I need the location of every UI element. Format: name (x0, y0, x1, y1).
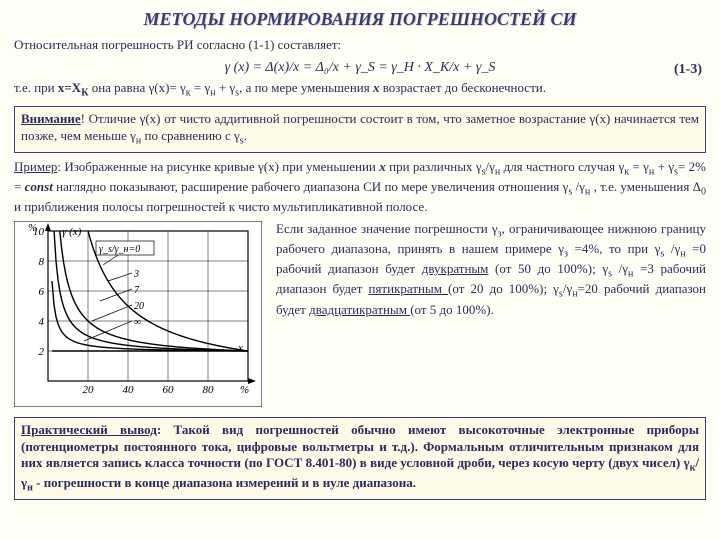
intro-text: Относительная погрешность РИ согласно (1… (14, 37, 706, 53)
svg-text:γ_s/γ_н=0: γ_s/γ_н=0 (99, 244, 140, 255)
gamma-chart: 20406080246810%γ (x)x%γ_s/γ_н=03720∞ (14, 221, 262, 407)
svg-text:3: 3 (133, 269, 139, 280)
chart-container: 20406080246810%γ (x)x%γ_s/γ_н=03720∞ (14, 221, 264, 411)
page-title: МЕТОДЫ НОРМИРОВАНИЯ ПОГРЕШНОСТЕЙ СИ (14, 8, 706, 31)
svg-text:%: % (28, 222, 37, 234)
svg-text:40: 40 (123, 384, 135, 396)
side-paragraph: Если заданное значение погрешности γз, о… (276, 221, 706, 411)
svg-text:x: x (237, 342, 243, 354)
svg-text:60: 60 (163, 384, 175, 396)
svg-text:6: 6 (39, 286, 45, 298)
after-formula: т.е. при x=XК она равна γ(x)= γк = γн + … (14, 80, 706, 100)
attention-callout: Внимание! Отличие γ(x) от чисто аддитивн… (14, 106, 706, 152)
svg-text:γ (x): γ (x) (62, 226, 82, 238)
formula: γ (x) = Δ(x)/x = Δ₀/x + γ_S = γ_H · X_K/… (14, 59, 706, 77)
formula-label: (1-3) (674, 61, 702, 79)
conclusion-callout: Практический вывод: Такой вид погрешност… (14, 417, 706, 500)
svg-text:20: 20 (134, 301, 144, 312)
svg-text:∞: ∞ (134, 317, 141, 328)
svg-text:2: 2 (39, 346, 45, 358)
svg-text:%: % (240, 384, 249, 396)
svg-text:20: 20 (83, 384, 95, 396)
attention-head: Внимание (21, 111, 81, 126)
svg-text:4: 4 (39, 316, 45, 328)
svg-text:80: 80 (203, 384, 215, 396)
svg-text:8: 8 (39, 256, 45, 268)
example-paragraph: Пример: Изображенные на рисунке кривые γ… (14, 159, 706, 215)
